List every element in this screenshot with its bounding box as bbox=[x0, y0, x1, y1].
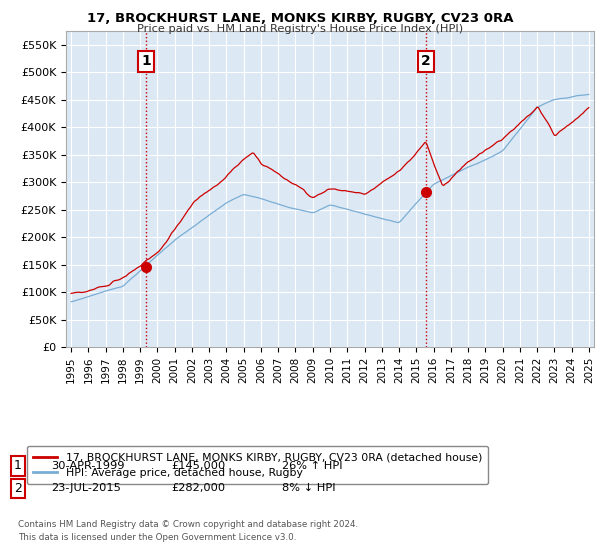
Text: 8% ↓ HPI: 8% ↓ HPI bbox=[282, 483, 335, 493]
Text: Contains HM Land Registry data © Crown copyright and database right 2024.
This d: Contains HM Land Registry data © Crown c… bbox=[18, 520, 358, 542]
Text: Price paid vs. HM Land Registry's House Price Index (HPI): Price paid vs. HM Land Registry's House … bbox=[137, 24, 463, 34]
Text: 30-APR-1999: 30-APR-1999 bbox=[51, 461, 125, 471]
Text: £282,000: £282,000 bbox=[171, 483, 225, 493]
Text: 2: 2 bbox=[421, 54, 431, 68]
Text: 23-JUL-2015: 23-JUL-2015 bbox=[51, 483, 121, 493]
Text: 1: 1 bbox=[141, 54, 151, 68]
Legend: 17, BROCKHURST LANE, MONKS KIRBY, RUGBY, CV23 0RA (detached house), HPI: Average: 17, BROCKHURST LANE, MONKS KIRBY, RUGBY,… bbox=[26, 446, 488, 484]
Text: £145,000: £145,000 bbox=[171, 461, 225, 471]
Text: 26% ↑ HPI: 26% ↑ HPI bbox=[282, 461, 343, 471]
Text: 17, BROCKHURST LANE, MONKS KIRBY, RUGBY, CV23 0RA: 17, BROCKHURST LANE, MONKS KIRBY, RUGBY,… bbox=[87, 12, 513, 25]
Text: 1: 1 bbox=[14, 459, 22, 473]
Text: 2: 2 bbox=[14, 482, 22, 495]
